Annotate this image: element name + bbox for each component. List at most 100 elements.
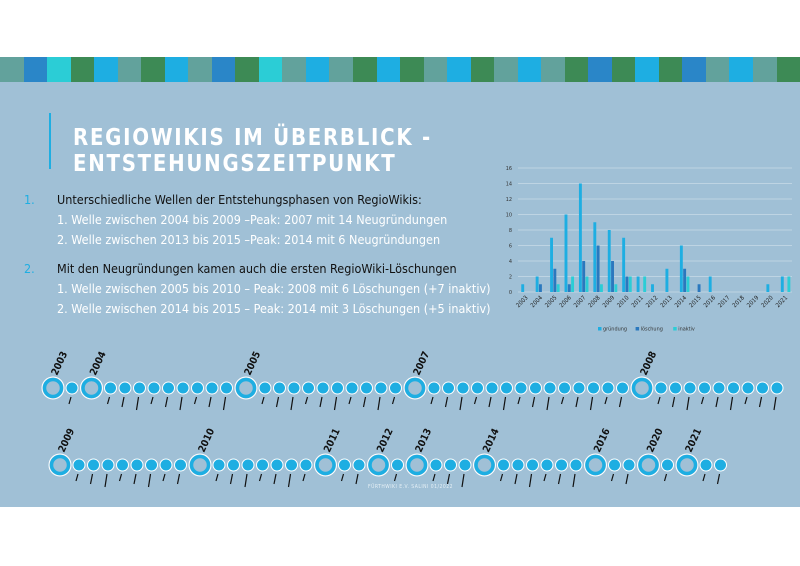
year-marker (81, 377, 102, 399)
bar-gründung (607, 230, 611, 292)
year-label: 2014 (481, 427, 502, 454)
year-marker-ring (405, 453, 429, 477)
wiki-dot (352, 458, 366, 472)
stripe (753, 57, 777, 82)
item-line: 2. Welle zwischen 2013 bis 2015 –Peak: 2… (57, 232, 441, 247)
year-label: 2007 (412, 350, 433, 377)
wiki-dot (258, 381, 272, 395)
year-marker-ring (473, 453, 496, 477)
wiki-dot (514, 381, 528, 395)
bar-gründung (550, 237, 554, 292)
wiki-dot (698, 381, 711, 395)
slide: REGIOWIKIS IM ÜBERBLICK - ENTSTEHUNGSZEI… (0, 57, 800, 507)
year-label: 2008 (639, 350, 660, 377)
year-marker (368, 454, 389, 476)
wiki-name-mark (150, 396, 154, 405)
stripe (494, 57, 518, 82)
bar-gründung (708, 276, 712, 292)
wiki-name-mark (89, 473, 94, 485)
wiki-dot (191, 381, 204, 395)
wiki-name-mark (275, 396, 280, 408)
bar-inaktiv (571, 276, 575, 292)
wiki-name-mark (135, 396, 140, 411)
stripe (70, 57, 95, 82)
year-marker (638, 454, 659, 476)
wiki-dot (442, 381, 455, 395)
bar-inaktiv (787, 276, 791, 292)
wiki-name-mark (287, 473, 292, 488)
wiki-name-mark (348, 396, 352, 405)
wiki-name-mark (657, 396, 661, 405)
bar-gründung (665, 268, 669, 292)
year-label: 2009 (57, 427, 78, 454)
wiki-name-mark (531, 396, 536, 408)
wiki-name-mark (393, 473, 398, 482)
wiki-dot (174, 458, 187, 472)
stripe (305, 57, 330, 82)
legend-swatch (673, 327, 677, 331)
year-label: 2013 (414, 427, 435, 454)
wiki-name-mark (702, 473, 706, 482)
bar-löschung (567, 284, 571, 292)
bar-gründung (578, 183, 582, 292)
wiki-dot (87, 458, 100, 472)
wiki-name-mark (355, 473, 359, 485)
wiki-name-mark (560, 396, 565, 405)
wiki-name-mark (572, 473, 576, 488)
wiki-dot (669, 381, 682, 395)
bar-löschung (596, 245, 600, 292)
wiki-name-mark (377, 396, 381, 411)
year-marker-ring (630, 376, 654, 400)
bar-löschung (697, 284, 701, 292)
wiki-dot (147, 381, 161, 395)
wiki-dot (360, 381, 373, 395)
title-accent-line (49, 113, 51, 169)
wiki-dot (130, 458, 144, 472)
bar-gründung (593, 222, 597, 292)
wiki-dot (101, 458, 115, 472)
stripe (564, 57, 589, 82)
wiki-dot (699, 458, 713, 472)
wiki-name-mark (502, 396, 507, 411)
wiki-name-mark (104, 473, 108, 488)
wiki-name-mark (604, 396, 608, 405)
wiki-name-mark (244, 473, 248, 488)
bar-inaktiv (686, 276, 690, 292)
stripe (164, 57, 189, 82)
bar-gründung (622, 237, 626, 292)
wiki-dot (756, 381, 769, 395)
bar-löschung (582, 261, 586, 292)
year-label: 2004 (88, 350, 109, 377)
year-marker-ring (584, 453, 607, 477)
legend-swatch (635, 327, 640, 331)
wiki-dot (456, 381, 470, 395)
stripe (211, 57, 236, 82)
wiki-dot (133, 381, 146, 395)
item-heading: Unterschiedliche Wellen der Entstehungsp… (57, 192, 422, 207)
timeline: 2003 2004 2005 2007 2008 2009 2010 2011 2012 2013… (41, 350, 784, 488)
bar-inaktiv (628, 276, 632, 292)
year-label: 2005 (243, 350, 264, 377)
wiki-dot (338, 458, 351, 472)
wiki-dot (529, 381, 542, 395)
wiki-dot (316, 381, 330, 395)
wiki-name-mark (121, 396, 125, 408)
wiki-name-mark (461, 473, 465, 488)
wiki-dot (714, 458, 727, 472)
year-marker (406, 454, 428, 476)
wiki-name-mark (333, 396, 338, 411)
stripe (141, 57, 165, 82)
item-line: 1. Welle zwischen 2004 bis 2009 –Peak: 2… (57, 212, 448, 227)
y-tick-label: 6 (509, 244, 512, 250)
item-line: 2. Welle zwischen 2014 bis 2015 – Peak: … (57, 301, 491, 316)
item-number: 2. (24, 261, 35, 276)
wiki-name-mark (222, 396, 227, 411)
wiki-dot (159, 458, 173, 472)
wiki-name-mark (729, 396, 734, 411)
wiki-name-mark (68, 396, 72, 405)
wiki-dot (270, 458, 284, 472)
wiki-name-mark (118, 473, 123, 482)
wiki-dot (205, 381, 219, 395)
wiki-dot (72, 458, 86, 472)
bar-gründung (535, 276, 539, 292)
